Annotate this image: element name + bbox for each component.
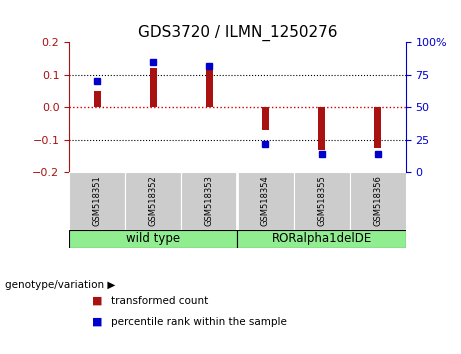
Bar bbox=[94, 91, 100, 108]
Text: genotype/variation ▶: genotype/variation ▶ bbox=[5, 280, 115, 290]
Text: wild type: wild type bbox=[126, 232, 180, 245]
Text: RORalpha1delDE: RORalpha1delDE bbox=[272, 232, 372, 245]
Text: transformed count: transformed count bbox=[111, 296, 208, 306]
Title: GDS3720 / ILMN_1250276: GDS3720 / ILMN_1250276 bbox=[138, 25, 337, 41]
Bar bbox=[69, 230, 237, 248]
Bar bbox=[349, 172, 406, 230]
Text: ■: ■ bbox=[92, 296, 103, 306]
Bar bbox=[262, 108, 269, 130]
Bar bbox=[237, 230, 406, 248]
Bar bbox=[181, 172, 237, 230]
Text: GSM518356: GSM518356 bbox=[373, 176, 382, 227]
Text: GSM518355: GSM518355 bbox=[317, 176, 326, 227]
Text: GSM518352: GSM518352 bbox=[149, 176, 158, 227]
Text: GSM518354: GSM518354 bbox=[261, 176, 270, 227]
Bar bbox=[374, 108, 381, 148]
Bar bbox=[69, 172, 125, 230]
Text: GSM518353: GSM518353 bbox=[205, 176, 214, 227]
Bar bbox=[150, 68, 157, 108]
Bar bbox=[318, 108, 325, 150]
Bar bbox=[206, 68, 213, 108]
Text: GSM518351: GSM518351 bbox=[93, 176, 102, 227]
Bar bbox=[294, 172, 349, 230]
Text: ■: ■ bbox=[92, 317, 103, 327]
Text: percentile rank within the sample: percentile rank within the sample bbox=[111, 317, 287, 327]
Bar bbox=[125, 172, 181, 230]
Bar bbox=[237, 172, 294, 230]
